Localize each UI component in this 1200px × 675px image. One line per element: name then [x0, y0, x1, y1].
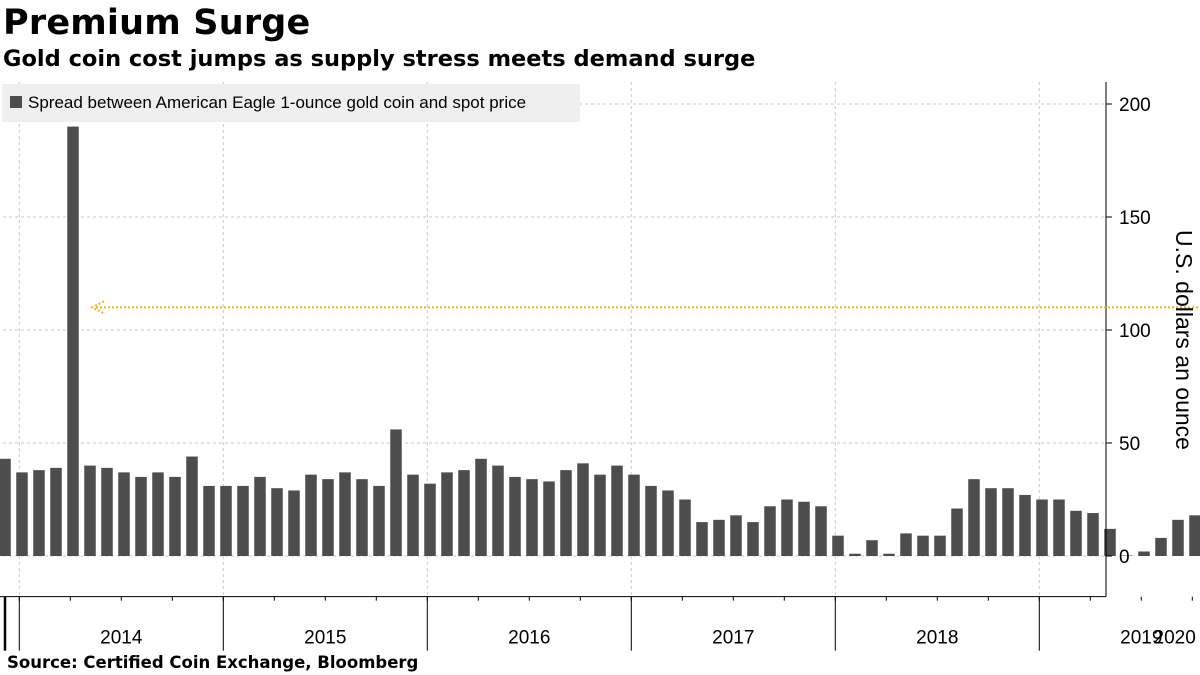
bar [764, 506, 776, 556]
x-year-label: 2018 [916, 628, 958, 649]
bar [713, 519, 725, 556]
bar [611, 465, 623, 556]
bar [1121, 555, 1133, 556]
bar [832, 535, 844, 556]
bar [305, 474, 317, 556]
y-tick-label: 100 [1119, 321, 1151, 342]
bar [560, 470, 572, 556]
bar [1155, 537, 1167, 556]
bar [509, 476, 521, 556]
legend-label: Spread between American Eagle 1-ounce go… [28, 93, 526, 112]
bar [1172, 519, 1184, 556]
bar [798, 501, 810, 556]
bar [543, 481, 555, 556]
bar [271, 488, 283, 556]
legend: Spread between American Eagle 1-ounce go… [2, 84, 580, 122]
bar [169, 476, 181, 556]
bar [1036, 499, 1048, 556]
bar [67, 126, 79, 556]
bar [237, 485, 249, 556]
bar [917, 535, 929, 556]
bar [50, 467, 62, 556]
annotation [89, 300, 1200, 315]
bar [866, 540, 878, 556]
bar [254, 476, 266, 556]
bar [628, 474, 640, 556]
x-year-label: 2014 [100, 628, 143, 649]
bar [84, 465, 96, 556]
bar [968, 479, 980, 556]
bar [577, 463, 589, 556]
y-tick-label: 150 [1119, 208, 1151, 229]
bar [1053, 499, 1065, 556]
annotation-arrow-head [89, 300, 105, 315]
x-year-label: 2020 [1154, 628, 1196, 649]
chart-subtitle: Gold coin cost jumps as supply stress me… [3, 46, 756, 72]
y-tick-label: 0 [1119, 547, 1130, 568]
bar [1087, 513, 1099, 556]
bar [373, 485, 385, 556]
bar [220, 485, 232, 556]
source-note: Source: Certified Coin Exchange, Bloombe… [7, 653, 419, 672]
bar [118, 472, 130, 556]
bar [747, 522, 759, 556]
bar [730, 515, 742, 556]
y-axis-label: U.S. dollars an ounce [1171, 230, 1197, 450]
bar [101, 467, 113, 556]
x-year-label: 2017 [712, 628, 754, 649]
bar [781, 499, 793, 556]
y-tick-label: 200 [1119, 95, 1151, 116]
bar [152, 472, 164, 556]
bar [696, 522, 708, 556]
y-tick-label: 50 [1119, 434, 1140, 455]
bar [645, 485, 657, 556]
bar [951, 508, 963, 556]
bar [186, 456, 198, 556]
bar [985, 488, 997, 556]
bar [934, 535, 946, 556]
bar [1002, 488, 1014, 556]
bar [1104, 528, 1116, 556]
bar [492, 465, 504, 556]
x-year-label: 2016 [508, 628, 550, 649]
bar [322, 479, 334, 556]
bar [475, 458, 487, 556]
bar [900, 533, 912, 556]
bar [407, 474, 419, 556]
bar [16, 472, 28, 556]
bar [390, 429, 402, 556]
bar [441, 472, 453, 556]
bar [849, 553, 861, 556]
bar [679, 499, 691, 556]
bar [33, 470, 45, 556]
bar [526, 479, 538, 556]
bar [458, 470, 470, 556]
bar [424, 483, 436, 556]
bar [883, 553, 895, 556]
x-year-label: 2015 [304, 628, 346, 649]
x-year-label: 2019 [1120, 628, 1162, 649]
bar [135, 476, 147, 556]
bar [1138, 551, 1150, 556]
bar [1070, 510, 1082, 556]
bar [815, 506, 827, 556]
bar [339, 472, 351, 556]
bar [1019, 494, 1031, 556]
bar [1189, 515, 1200, 556]
bar [288, 490, 300, 556]
bar [594, 474, 606, 556]
bar [203, 485, 215, 556]
chart-title: Premium Surge [3, 3, 311, 43]
bar [662, 490, 674, 556]
legend-swatch [10, 96, 22, 108]
bar [356, 479, 368, 556]
bar-series [0, 126, 1200, 556]
legend-box [2, 84, 580, 122]
bar [0, 458, 11, 556]
